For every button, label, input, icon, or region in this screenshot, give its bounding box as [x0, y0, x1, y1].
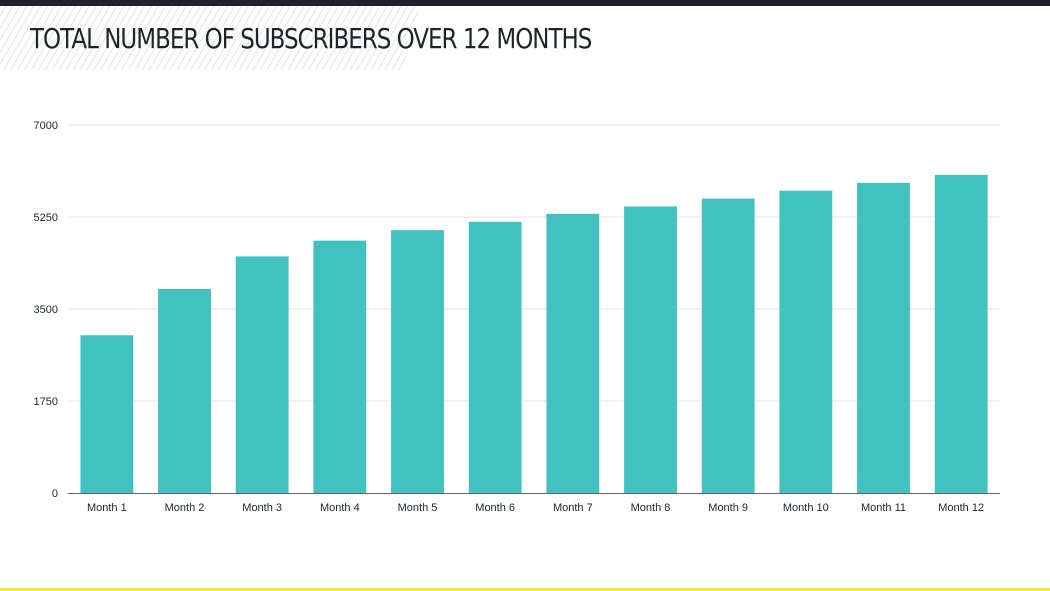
bar	[235, 256, 289, 493]
bar	[80, 335, 134, 493]
x-tick-label: Month 9	[708, 502, 748, 514]
y-tick-label: 5250	[34, 212, 58, 224]
chart-title: TOTAL NUMBER OF SUBSCRIBERS OVER 12 MONT…	[30, 22, 592, 55]
bar	[391, 230, 444, 493]
bar	[857, 182, 910, 494]
x-tick-label: Month 7	[553, 502, 593, 514]
bar	[701, 198, 755, 493]
y-tick-label: 7000	[34, 120, 58, 132]
y-tick-label: 0	[52, 488, 58, 500]
bars	[80, 174, 988, 494]
x-tick-label: Month 5	[398, 502, 438, 514]
x-tick-label: Month 10	[783, 502, 829, 514]
bottom-accent-line	[0, 588, 1050, 591]
bar	[468, 221, 522, 493]
x-tick-label: Month 4	[320, 502, 360, 514]
y-tick-label: 3500	[34, 304, 58, 316]
bar	[313, 240, 367, 493]
x-tick-label: Month 11	[861, 502, 906, 514]
x-tick-label: Month 12	[938, 502, 984, 514]
top-bar	[0, 0, 1050, 6]
y-axis-ticks: 0 1750 3500 5250 7000	[34, 120, 58, 500]
bar	[158, 289, 211, 493]
gridlines	[68, 124, 1000, 402]
y-tick-label: 1750	[34, 396, 58, 408]
bar	[546, 213, 600, 494]
bar	[779, 190, 833, 493]
x-tick-label: Month 8	[631, 502, 671, 514]
title-hatch-pattern	[0, 6, 420, 70]
x-tick-label: Month 2	[165, 502, 205, 514]
x-tick-label: Month 1	[87, 502, 127, 514]
x-tick-label: Month 6	[475, 502, 515, 514]
bar	[624, 206, 677, 493]
x-tick-label: Month 3	[242, 502, 282, 514]
bar	[934, 174, 988, 493]
x-axis-ticks: Month 1 Month 2 Month 3 Month 4 Month 5 Month…	[87, 502, 984, 514]
